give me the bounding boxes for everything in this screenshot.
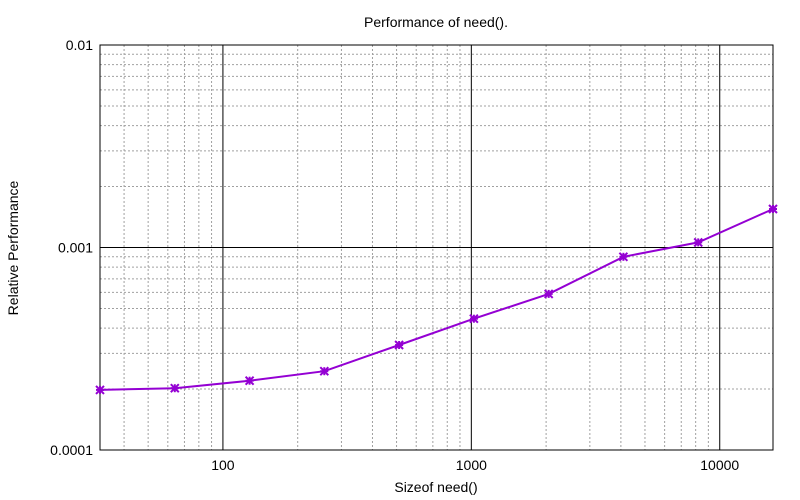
y-axis: 0.0001 0.001 0.01 [50,37,93,458]
data-point-marker [244,375,255,386]
x-tick-label: 1000 [456,457,487,473]
data-point-marker [768,204,778,214]
y-tick-label: 0.001 [58,240,93,256]
x-axis: 100 1000 10000 [211,457,739,473]
y-tick-label: 0.0001 [50,442,93,458]
data-point-marker [543,289,554,299]
chart-title: Performance of need(). [364,14,508,30]
y-axis-label: Relative Performance [5,180,21,315]
series-line [99,208,774,391]
data-point-marker [618,252,629,262]
data-point-marker [319,366,330,376]
data-point-marker [693,237,703,248]
x-tick-label: 10000 [700,457,739,473]
data-point-marker [469,313,479,324]
plot-frame [99,44,774,451]
y-tick-label: 0.01 [66,37,93,53]
series-layer [95,204,778,395]
data-point-marker [394,340,404,350]
x-tick-label: 100 [211,457,235,473]
data-point-marker [95,385,105,395]
minor-grid [100,45,773,450]
x-axis-label: Sizeof need() [394,479,477,495]
data-point-marker [170,383,180,393]
